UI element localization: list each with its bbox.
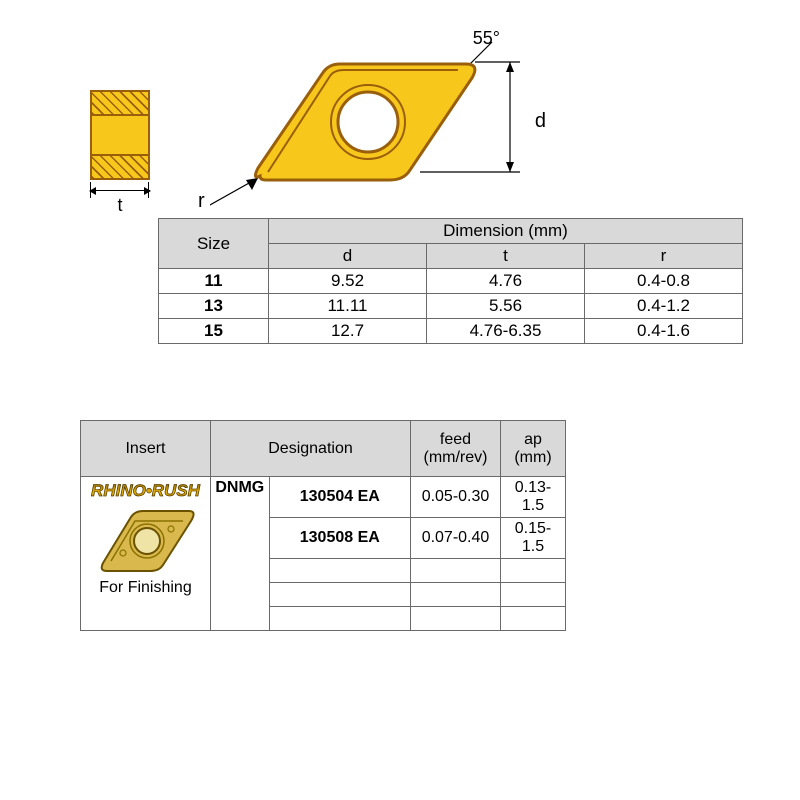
dim-header-dimension: Dimension (mm): [269, 219, 743, 244]
mini-insert-icon: [85, 505, 206, 575]
dim-t: 5.56: [427, 294, 585, 319]
ap-value: 0.15-1.5: [501, 518, 566, 559]
feed-value: 0.05-0.30: [411, 477, 501, 518]
designation-value: 130508 EA: [269, 518, 410, 559]
feed-value: 0.07-0.40: [411, 518, 501, 559]
dim-size: 13: [159, 294, 269, 319]
insert-svg: [210, 20, 540, 220]
dim-table-body: 11 9.52 4.76 0.4-0.8 13 11.11 5.56 0.4-1…: [159, 269, 743, 344]
for-finishing-label: For Finishing: [85, 575, 206, 603]
side-view-diagram: t: [90, 90, 150, 180]
table-row: 11 9.52 4.76 0.4-0.8: [159, 269, 743, 294]
ins-header-insert: Insert: [81, 421, 211, 477]
table-row: RHINO•RUSH For Finishing DNMG: [81, 477, 566, 518]
dim-r: 0.4-1.6: [585, 319, 743, 344]
t-arrow-line: [90, 190, 150, 191]
ins-header-designation: Designation: [211, 421, 411, 477]
t-label: t: [90, 195, 150, 216]
dim-d: 11.11: [269, 294, 427, 319]
ins-header-ap: ap (mm): [501, 421, 566, 477]
side-mid: [92, 116, 148, 158]
insert-diagram: 55° d r: [210, 20, 540, 220]
side-rect: [90, 90, 150, 180]
dim-d: 9.52: [269, 269, 427, 294]
dim-t: 4.76-6.35: [427, 319, 585, 344]
insert-table: Insert Designation feed (mm/rev) ap (mm)…: [80, 420, 566, 631]
dim-r: 0.4-0.8: [585, 269, 743, 294]
dim-sub-r: r: [585, 244, 743, 269]
dim-d: 12.7: [269, 319, 427, 344]
side-bot-hatch: [92, 154, 148, 178]
table-row: 15 12.7 4.76-6.35 0.4-1.6: [159, 319, 743, 344]
side-top-hatch: [92, 92, 148, 116]
dim-size: 11: [159, 269, 269, 294]
code-prefix: DNMG: [211, 477, 270, 631]
dim-sub-t: t: [427, 244, 585, 269]
dim-r: 0.4-1.2: [585, 294, 743, 319]
insert-image-cell: RHINO•RUSH For Finishing: [81, 477, 211, 631]
designation-value: 130504 EA: [269, 477, 410, 518]
brand-label: RHINO•RUSH: [85, 479, 206, 505]
dim-size: 15: [159, 319, 269, 344]
ap-value: 0.13-1.5: [501, 477, 566, 518]
dim-t: 4.76: [427, 269, 585, 294]
page: t 55° d r: [0, 0, 800, 800]
dim-sub-d: d: [269, 244, 427, 269]
table-row: 13 11.11 5.56 0.4-1.2: [159, 294, 743, 319]
dim-header-size: Size: [159, 219, 269, 269]
r-label: r: [198, 190, 205, 213]
angle-label: 55°: [473, 28, 500, 49]
ins-header-feed: feed (mm/rev): [411, 421, 501, 477]
dimension-table: Size Dimension (mm) d t r 11 9.52 4.76 0…: [158, 218, 743, 344]
t-dimension: t: [90, 190, 150, 216]
d-label: d: [535, 110, 546, 133]
